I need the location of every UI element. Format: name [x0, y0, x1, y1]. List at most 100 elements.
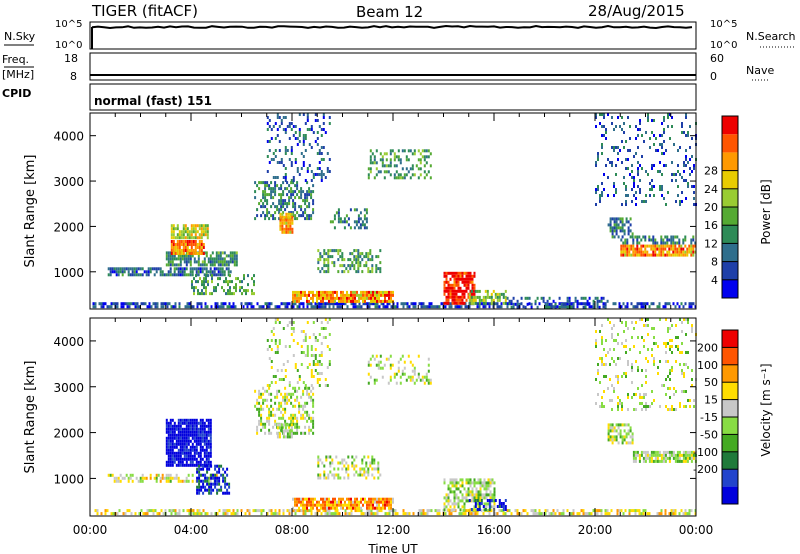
- data-cell: [369, 249, 372, 253]
- data-cell: [355, 258, 358, 262]
- data-cell: [654, 450, 657, 454]
- data-cell: [648, 305, 651, 309]
- data-cell: [341, 270, 344, 274]
- data-cell: [199, 442, 202, 446]
- data-cell: [300, 214, 303, 218]
- data-cell: [674, 453, 677, 457]
- data-cell: [191, 270, 194, 274]
- data-cell: [203, 280, 205, 284]
- data-cell: [692, 453, 695, 457]
- data-cell: [477, 493, 480, 497]
- data-cell: [221, 257, 224, 261]
- data-cell: [310, 395, 313, 399]
- data-cell: [300, 187, 303, 191]
- data-cell: [524, 296, 527, 300]
- data-cell: [656, 244, 659, 248]
- data-cell: [611, 327, 613, 330]
- data-cell: [221, 251, 224, 255]
- y-tick-label: 1000: [53, 472, 84, 486]
- data-cell: [230, 512, 233, 516]
- data-cell: [141, 476, 144, 480]
- data-cell: [262, 407, 265, 411]
- data-cell: [496, 512, 499, 516]
- data-cell: [290, 187, 293, 191]
- data-cell: [671, 125, 673, 128]
- data-cell: [219, 263, 222, 267]
- data-cell: [310, 375, 313, 378]
- data-cell: [294, 404, 297, 408]
- data-cell: [323, 261, 326, 265]
- data-cell: [630, 253, 633, 257]
- data-cell: [639, 128, 641, 131]
- data-cell: [253, 283, 255, 287]
- data-cell: [367, 167, 370, 171]
- data-cell: [310, 506, 312, 510]
- data-cell: [314, 503, 316, 507]
- data-cell: [173, 257, 176, 261]
- data-cell: [308, 431, 311, 435]
- data-cell: [592, 299, 595, 303]
- data-cell: [185, 257, 188, 261]
- data-cell: [253, 292, 255, 296]
- data-cell: [185, 445, 188, 449]
- data-cell: [357, 258, 360, 262]
- data-cell: [206, 488, 209, 492]
- data-cell: [487, 484, 490, 488]
- data-cell: [457, 499, 460, 503]
- data-cell: [227, 267, 230, 271]
- data-cell: [290, 152, 293, 155]
- data-cell: [325, 264, 328, 268]
- data-cell: [457, 289, 460, 293]
- data-cell: [363, 455, 366, 459]
- data-cell: [609, 321, 611, 324]
- data-cell: [187, 430, 190, 434]
- data-cell: [289, 218, 292, 222]
- data-cell: [621, 217, 624, 221]
- data-cell: [266, 214, 269, 218]
- data-cell: [475, 493, 478, 497]
- data-cell: [258, 305, 261, 309]
- data-cell: [687, 185, 689, 188]
- data-cell: [268, 416, 271, 420]
- data-cell: [285, 227, 288, 231]
- data-cell: [326, 384, 329, 387]
- data-cell: [203, 292, 205, 296]
- data-cell: [200, 233, 203, 237]
- data-cell: [306, 119, 309, 122]
- data-cell: [178, 249, 181, 252]
- data-cell: [467, 280, 470, 284]
- data-cell: [457, 301, 460, 305]
- data-cell: [312, 401, 315, 405]
- data-cell: [197, 433, 200, 437]
- data-cell: [284, 401, 287, 405]
- data-cell: [634, 453, 637, 457]
- data-cell: [666, 244, 669, 248]
- data-cell: [288, 432, 291, 436]
- data-cell: [658, 302, 661, 306]
- data-cell: [178, 236, 181, 240]
- data-cell: [306, 299, 308, 303]
- data-cell: [251, 292, 253, 296]
- data-cell: [350, 512, 353, 516]
- data-cell: [131, 473, 134, 477]
- data-cell: [298, 113, 301, 116]
- data-cell: [198, 227, 201, 231]
- data-cell: [183, 430, 186, 434]
- data-cell: [316, 378, 319, 381]
- data-cell: [479, 493, 482, 497]
- data-cell: [385, 170, 388, 174]
- data-cell: [691, 185, 693, 188]
- data-cell: [179, 427, 182, 431]
- data-cell: [455, 274, 458, 278]
- data-cell: [684, 450, 687, 454]
- data-cell: [485, 505, 488, 509]
- data-cell: [403, 149, 406, 153]
- data-cell: [319, 255, 322, 259]
- data-cell: [284, 116, 287, 119]
- data-cell: [633, 182, 635, 185]
- data-cell: [654, 247, 657, 251]
- data-cell: [134, 302, 137, 306]
- data-cell: [669, 378, 671, 381]
- data-cell: [690, 456, 693, 460]
- data-cell: [312, 360, 315, 363]
